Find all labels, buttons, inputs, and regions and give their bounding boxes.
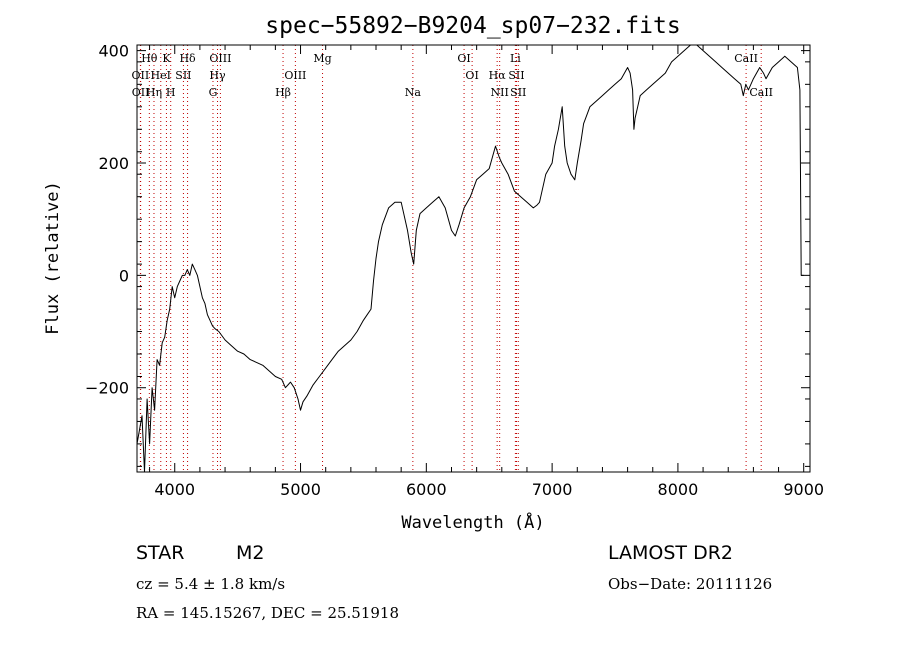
survey-name: LAMOST DR2 [608, 542, 733, 564]
spectral-line-label: SII [510, 86, 526, 99]
redshift-cz: cz = 5.4 ± 1.8 km/s [136, 575, 286, 593]
spectral-line-label: OI [465, 69, 478, 82]
spectral-line-label: OIII [209, 52, 231, 65]
spectral-line-label: OII [132, 86, 150, 99]
spectral-line-label: CaII [749, 86, 773, 99]
y-axis-label: Flux (relative) [43, 181, 63, 335]
x-tick-label: 8000 [658, 480, 699, 499]
spectral-line-label: K [162, 52, 171, 65]
y-tick-label: 400 [98, 42, 129, 61]
x-tick-label: 4000 [154, 480, 195, 499]
spectral-line-label: Hγ [209, 69, 226, 82]
spectral-line-label: SII [175, 69, 191, 82]
spectral-line-label: CaII [734, 52, 758, 65]
x-tick-label: 5000 [280, 480, 321, 499]
axis-ticks: 4000 5000 6000 7000 8000 9000 −200 0 200 400 [85, 42, 824, 499]
coordinates: RA = 145.15267, DEC = 25.51918 [136, 604, 400, 622]
observation-date: Obs−Date: 20111126 [608, 575, 773, 593]
x-tick-label: 9000 [783, 480, 824, 499]
spectral-line-label: OIII [284, 69, 306, 82]
spectrum-series [136, 44, 804, 473]
spectral-line-label: Li [510, 52, 521, 65]
object-class: STAR [136, 542, 185, 564]
plot-frame [136, 44, 811, 473]
spectrum-line [136, 44, 804, 473]
y-tick-label: −200 [85, 379, 129, 398]
spectral-line-label: HeI [151, 69, 171, 82]
spectral-line-label: SII [508, 69, 524, 82]
spectral-line-label: Hβ [275, 86, 291, 99]
spectral-line-label: Hη [146, 86, 162, 99]
x-tick-label: 6000 [406, 480, 447, 499]
chart-title: spec−55892−B9204_sp07−232.fits [265, 13, 680, 39]
y-tick-label: 0 [119, 266, 129, 285]
spectral-line-label: H [166, 86, 176, 99]
x-axis-label: Wavelength (Å) [401, 511, 544, 533]
spectral-line-label: G [209, 86, 218, 99]
spectral-line-label: NII [491, 86, 509, 99]
spectral-line-label: OI [457, 52, 470, 65]
spectral-line-label: Hθ [141, 52, 158, 65]
spectral-line-label: Hα [489, 69, 507, 82]
x-tick-label: 7000 [532, 480, 573, 499]
spectral-line-label: Na [405, 86, 422, 99]
object-subclass: M2 [236, 542, 265, 564]
spectral-line-label: Mg [313, 52, 331, 65]
spectral-line-label: OII [132, 69, 150, 82]
y-tick-label: 200 [98, 154, 129, 173]
spectral-line-label: Hδ [179, 52, 196, 65]
